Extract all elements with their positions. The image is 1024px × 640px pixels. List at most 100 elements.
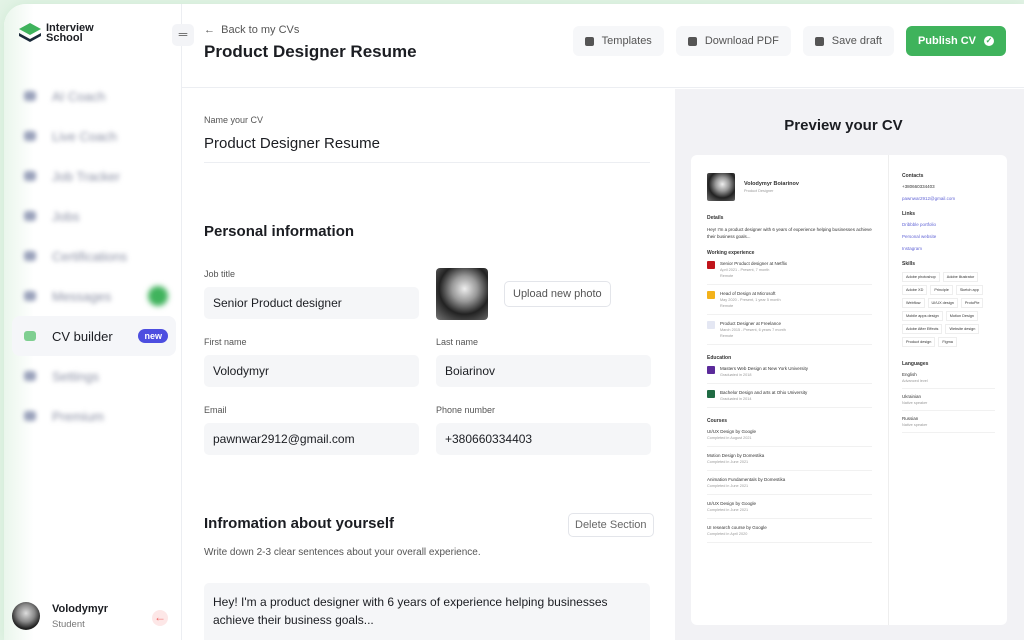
- cv-course-item: UI/UX Design by Google Completed in Augus…: [707, 429, 872, 447]
- last-name-field: Last name Boiarinov: [436, 337, 651, 387]
- nav-icon: [24, 131, 36, 141]
- publish-label: Publish CV: [917, 35, 976, 47]
- last-name-input[interactable]: Boiarinov: [436, 355, 651, 387]
- cv-education-item: Masters Web Design at New York Universit…: [707, 366, 872, 384]
- about-textarea[interactable]: Hey! I'm a product designer with 6 years…: [204, 583, 650, 640]
- templates-icon: [584, 36, 594, 46]
- upload-photo-button[interactable]: Upload new photo: [504, 281, 611, 307]
- sidebar-item-messages[interactable]: Messages: [12, 276, 176, 316]
- clipboard-icon: [24, 331, 36, 341]
- nav-icon: [24, 411, 36, 421]
- cv-course-title: Motion Design by Domestika: [707, 453, 765, 458]
- logo-icon: [19, 23, 41, 42]
- sidebar-item-cv-builder[interactable]: CV builder new: [12, 316, 176, 356]
- cv-course-date: Completed in August 2021: [707, 436, 752, 440]
- sidebar-item-label: Jobs: [52, 208, 80, 224]
- cv-course-title: UI/UX Design by Google: [707, 501, 757, 506]
- back-link[interactable]: ← Back to my CVs: [204, 24, 299, 36]
- sidebar-item-jobs[interactable]: Jobs: [12, 196, 176, 236]
- cv-email[interactable]: pawnwar2912@gmail.com: [902, 196, 956, 201]
- cv-course-item: UI research course by Google Completed in…: [707, 525, 872, 543]
- sidebar-item-certifications[interactable]: Certifications: [12, 236, 176, 276]
- email-input[interactable]: pawnwar2912@gmail.com: [204, 423, 419, 455]
- cv-link[interactable]: Dribbble portfolio: [902, 222, 937, 227]
- publish-cv-button[interactable]: Publish CV ✓: [905, 26, 1006, 56]
- new-badge: new: [138, 329, 168, 343]
- nav-icon: [24, 211, 36, 221]
- save-icon: [814, 36, 824, 46]
- cv-skill-tag: Principle: [930, 285, 953, 295]
- cv-skill-tag: Webflow: [902, 298, 925, 308]
- last-name-label: Last name: [436, 337, 479, 347]
- cv-skill-tag: Adobe XD: [902, 285, 928, 295]
- app-window: Interview School AI Coach Live Coach Job T…: [4, 4, 1024, 640]
- sidebar-item-job-tracker[interactable]: Job Tracker: [12, 156, 176, 196]
- company-logo-icon: [707, 291, 715, 299]
- cv-course-title: UI research course by Google: [707, 525, 767, 530]
- cv-details: Hey! I'm a product designer with 6 years…: [707, 227, 872, 239]
- cv-education-heading: Education: [707, 355, 732, 361]
- download-label: Download PDF: [704, 35, 779, 47]
- download-pdf-button[interactable]: Download PDF: [675, 26, 791, 56]
- cv-work-location: Remote: [720, 274, 734, 278]
- cv-preview: Volodymyr Boiarinov Product Designer Deta…: [691, 155, 1007, 625]
- sidebar-item-label: CV builder: [52, 328, 113, 344]
- collapse-menu-button[interactable]: ═: [172, 24, 194, 46]
- cv-role: Product Designer: [744, 189, 774, 193]
- delete-section-button[interactable]: Delete Section: [568, 513, 654, 537]
- cv-link[interactable]: Instagram: [902, 246, 923, 251]
- job-title-input[interactable]: Senior Product designer: [204, 287, 419, 319]
- university-logo-icon: [707, 366, 715, 374]
- logo[interactable]: Interview School: [18, 22, 106, 44]
- sidebar-item-premium[interactable]: Premium: [12, 396, 176, 436]
- phone-input[interactable]: +380660334403: [436, 423, 651, 455]
- cv-work-title: Senior Product designer at Netflix: [720, 261, 788, 266]
- cv-work-date: March 2015 - Present, 6 years 7 month: [720, 328, 786, 332]
- cv-name-label: Name your CV: [204, 115, 264, 125]
- cv-work-item: Head of Design at Microsoft May 2020 - Pr…: [707, 291, 872, 315]
- personal-info-heading: Personal information: [204, 223, 355, 240]
- sidebar-item-live-coach[interactable]: Live Coach: [12, 116, 176, 156]
- cv-skill-tag: Product design: [902, 337, 936, 347]
- cv-work-title: Head of Design at Microsoft: [720, 291, 776, 296]
- cv-details-heading: Details: [707, 215, 724, 221]
- sidebar-item-label: Live Coach: [52, 128, 118, 144]
- save-label: Save draft: [831, 35, 882, 47]
- user-name: Volodymyr: [52, 602, 109, 615]
- back-label: Back to my CVs: [221, 24, 300, 36]
- cv-course-item: Motion Design by Domestika Completed in J…: [707, 453, 872, 471]
- cv-skill-tag: Adobe photoshop: [902, 272, 940, 282]
- cv-language-name: Ukrainian: [902, 394, 922, 399]
- cv-link[interactable]: Personal website: [902, 234, 937, 239]
- sidebar: Interview School AI Coach Live Coach Job T…: [4, 4, 182, 640]
- save-draft-button[interactable]: Save draft: [802, 26, 894, 56]
- university-logo-icon: [707, 390, 715, 398]
- cv-course-date: Completed in June 2021: [707, 460, 749, 464]
- cv-language-item: English Advanced level: [902, 372, 995, 389]
- cv-education-date: Graduated in 2018: [720, 373, 752, 377]
- profile-photo: [436, 268, 488, 320]
- nav-icon: [24, 251, 36, 261]
- cv-courses-heading: Courses: [707, 418, 728, 424]
- nav-icon: [24, 91, 36, 101]
- cv-name-input[interactable]: Product Designer Resume: [204, 135, 650, 163]
- first-name-input[interactable]: Volodymyr: [204, 355, 419, 387]
- templates-button[interactable]: Templates: [572, 26, 664, 56]
- notification-dot: [148, 286, 168, 306]
- logout-icon[interactable]: ←: [152, 610, 168, 626]
- file-icon: [687, 36, 697, 46]
- sidebar-item-settings[interactable]: Settings: [12, 356, 176, 396]
- sidebar-item-ai-coach[interactable]: AI Coach: [12, 76, 176, 116]
- arrow-left-icon: ←: [204, 24, 222, 36]
- cv-language-item: Russian Native speaker: [902, 416, 995, 433]
- cv-skill-tag: Sketch app: [955, 285, 983, 295]
- cv-form: Name your CV Product Designer Resume Per…: [182, 89, 674, 640]
- avatar: [12, 602, 40, 630]
- check-icon: ✓: [984, 36, 994, 46]
- phone-label: Phone number: [436, 405, 496, 415]
- company-logo-icon: [707, 261, 715, 269]
- sidebar-item-label: Certifications: [52, 248, 128, 264]
- user-profile[interactable]: Volodymyr Student ←: [12, 602, 172, 630]
- cv-language-level: Advanced level: [902, 379, 928, 383]
- nav-icon: [24, 291, 36, 301]
